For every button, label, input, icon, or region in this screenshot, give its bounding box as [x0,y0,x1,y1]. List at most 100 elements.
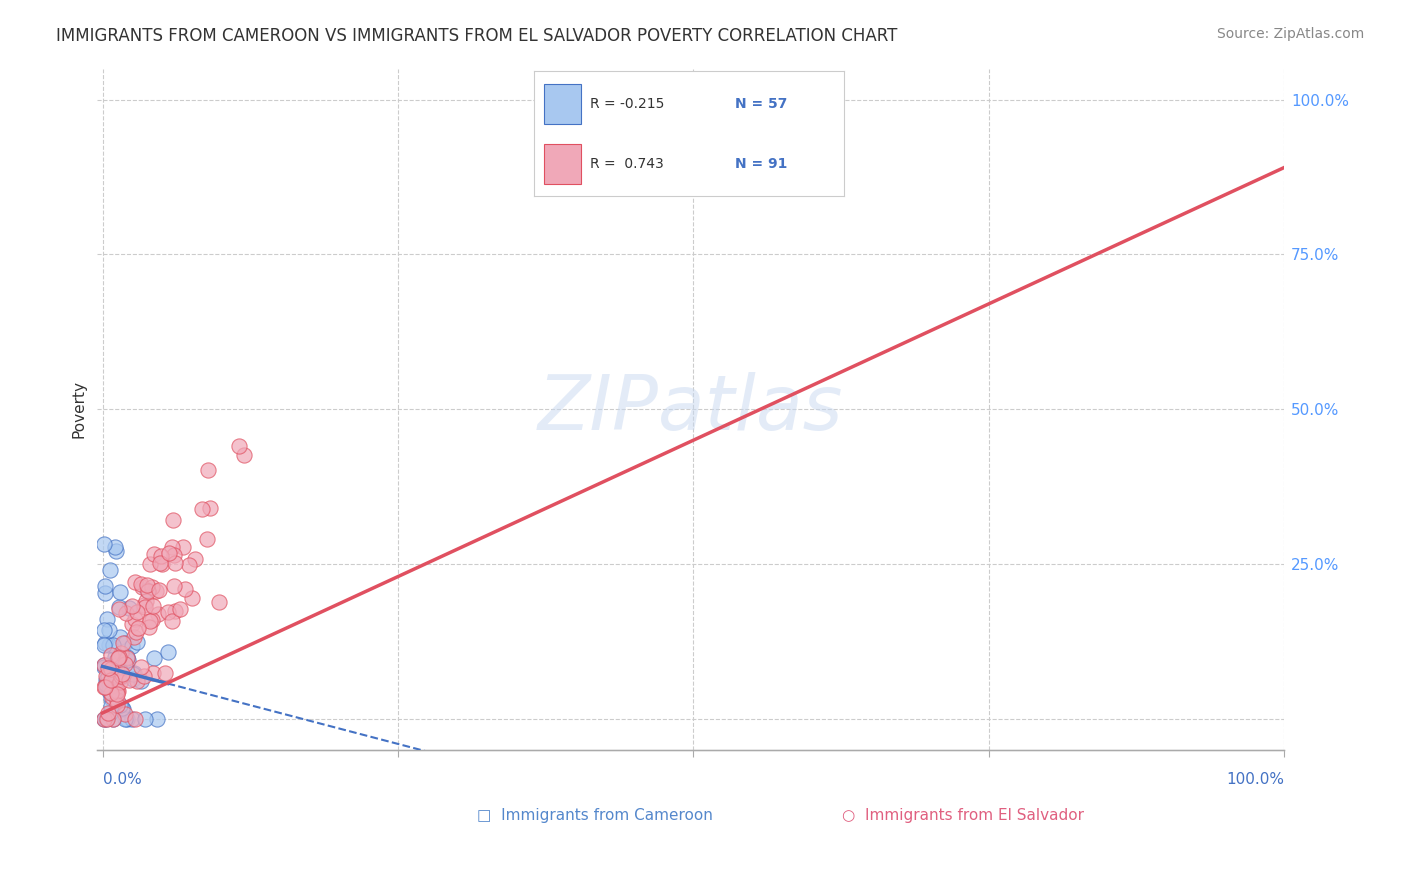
Point [115,606,138,620]
Point [117,650,139,665]
Point [125,625,148,640]
Point [100,699,122,714]
Point [117,650,139,665]
Point [94,679,117,693]
Point [111,667,134,681]
Point [94,677,117,691]
Point [134,598,156,612]
Point [121,617,143,632]
Point [134,712,156,726]
Point [112,702,135,716]
Point [197,533,219,547]
Point [157,546,180,560]
Point [122,667,145,681]
Point [111,636,134,650]
Point [105,544,128,558]
Point [157,605,180,619]
Point [100,673,122,687]
Point [183,551,205,566]
Point [97,706,120,720]
Point [104,654,127,668]
Point [94,680,117,694]
Point [122,631,145,645]
Point [134,599,156,614]
Point [93,657,115,672]
Point [132,669,155,683]
Point [94,636,117,650]
Point [93,537,115,551]
Point [191,502,214,516]
Point [104,683,127,698]
Point [162,540,184,554]
Point [142,666,165,681]
Point [97,661,120,675]
Point [174,582,197,596]
Point [110,669,132,683]
Point [96,673,118,687]
Point [100,672,122,686]
Point [108,698,131,712]
Point [145,583,167,598]
Point [153,665,176,680]
Text: IMMIGRANTS FROM CAMEROON VS IMMIGRANTS FROM EL SALVADOR POVERTY CORRELATION CHAR: IMMIGRANTS FROM CAMEROON VS IMMIGRANTS F… [56,27,897,45]
Point [108,661,131,675]
Point [141,580,163,594]
Point [100,662,122,676]
Point [129,660,152,674]
Text: ○  Immigrants from El Salvador: ○ Immigrants from El Salvador [842,808,1084,823]
Point [108,584,131,599]
Text: 100.0%: 100.0% [1226,772,1284,787]
Point [127,674,149,689]
Point [105,684,128,698]
Point [110,646,132,660]
Point [208,595,231,609]
Point [94,578,117,592]
Point [165,557,187,571]
Point [108,601,131,615]
Point [124,575,146,590]
Text: R =  0.743: R = 0.743 [591,157,664,170]
Point [121,712,143,726]
Point [118,601,141,615]
Point [105,684,128,698]
Point [111,701,134,715]
Point [135,583,157,598]
Point [121,599,143,614]
Point [108,600,131,615]
Point [142,599,165,613]
Text: □  Immigrants from Cameroon: □ Immigrants from Cameroon [478,808,713,823]
Point [138,614,160,628]
Point [114,706,136,721]
Point [135,593,157,607]
Point [122,666,145,681]
Point [117,652,139,666]
Point [108,650,131,665]
Point [101,712,124,726]
Point [96,712,118,726]
Point [108,675,131,690]
Point [97,623,120,637]
Point [93,623,115,637]
Point [110,630,132,644]
Text: ZIPatlas: ZIPatlas [537,372,844,446]
Point [104,667,127,681]
Text: R = -0.215: R = -0.215 [591,97,664,111]
Point [96,611,118,625]
Point [131,580,153,594]
Point [122,672,145,686]
Point [114,636,136,650]
Point [146,607,169,621]
Point [104,540,127,554]
Point [105,658,128,673]
Point [100,686,122,700]
Bar [544,144,581,184]
Point [93,681,115,695]
Text: 0.0%: 0.0% [103,772,142,787]
Point [97,638,120,652]
Point [93,586,115,600]
Point [129,673,152,688]
Point [138,619,160,633]
Point [93,658,115,673]
Point [114,657,136,671]
Y-axis label: Poverty: Poverty [72,380,86,438]
